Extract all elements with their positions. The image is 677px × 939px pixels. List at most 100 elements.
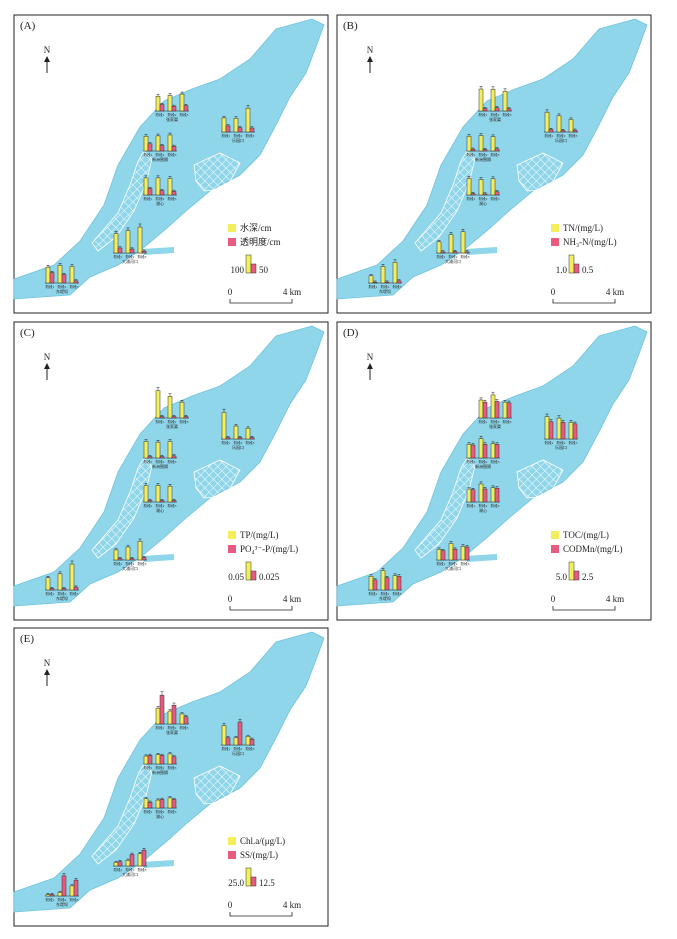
bar-1-0-1 [117, 861, 123, 867]
bar-5-0-1 [225, 437, 231, 440]
stage-label: 阶段3 [461, 561, 470, 566]
site-name: 东堤坝 [379, 288, 391, 294]
stage-label: 阶段1 [222, 133, 231, 138]
bar-3-0-0 [466, 444, 472, 459]
bar-3-0-0 [466, 135, 472, 152]
stage-label: 阶段2 [449, 254, 458, 259]
scale-key-bar-yellow [568, 254, 575, 274]
stage-label: 阶段1 [479, 419, 488, 424]
stage-label: 阶段3 [180, 112, 189, 117]
distance-scale: 0 4 km [551, 287, 624, 304]
bar-0-0-0 [45, 894, 51, 897]
north-label: N [44, 45, 51, 55]
bar-2-2-0 [490, 178, 496, 196]
scale-key-bar-yellow [245, 561, 252, 581]
bar-5-0-0 [221, 117, 227, 133]
site-name: 张家渠 [489, 423, 501, 429]
bar-4-1-0 [167, 396, 173, 419]
legend-swatch-yellow [228, 531, 236, 539]
bar-4-0-0 [478, 399, 484, 419]
bar-0-1-1 [61, 274, 67, 284]
bar-4-0-1 [482, 108, 488, 112]
bar-4-2-0 [502, 401, 508, 419]
bar-1-0-0 [436, 548, 442, 561]
stage-label: 阶段3 [503, 112, 512, 117]
enclosure-grid [193, 152, 241, 192]
bar-3-0-0 [143, 755, 149, 765]
distance-scale: 0 4 km [228, 594, 301, 611]
bar-5-1-1 [237, 437, 243, 440]
bar-1-1-1 [452, 548, 458, 561]
north-arrow-icon: N [44, 352, 51, 380]
stage-label: 阶段1 [144, 503, 153, 508]
bar-0-1-1 [61, 588, 67, 591]
bar-4-0-1 [159, 104, 165, 112]
bar-5-1-0 [556, 115, 562, 133]
site-name: 大浦河口 [122, 565, 138, 571]
legend: TN/(mg/L) NH₃-N/(mg/L) [551, 223, 617, 247]
bar-5-1-1 [237, 127, 243, 133]
distance-scale: 0 4 km [228, 287, 301, 304]
site-name: 东堤坝 [379, 595, 391, 601]
panel-label: (A) [20, 20, 36, 32]
bar-5-2-0 [245, 107, 251, 133]
bar-2-2-1 [494, 488, 500, 503]
river-inlet [465, 554, 497, 562]
scale-end: 4 km [606, 287, 624, 297]
legend-label-2: CODMn/(mg/L) [563, 544, 623, 554]
bar-1-2-0 [460, 231, 466, 254]
scale-zero: 0 [228, 900, 233, 910]
bar-5-0-0 [544, 111, 550, 133]
bar-0-2-1 [396, 280, 402, 284]
bar-3-2-0 [490, 136, 496, 152]
lake-shape [13, 18, 325, 300]
legend-label-1: TP/(mg/L) [240, 530, 279, 540]
scale-key-bar-pink [573, 570, 580, 581]
stage-label: 阶段3 [246, 133, 255, 138]
bar-0-0-1 [372, 281, 378, 284]
site-group-2: 阶段1 阶段2 阶段3 湖心 [143, 483, 177, 513]
bar-3-0-0 [143, 441, 149, 459]
legend-label-2: NH₃-N/(mg/L) [563, 237, 617, 247]
river-inlet [142, 554, 174, 562]
river-inlet [465, 247, 497, 255]
scale-key-value-1: 0.05 [228, 572, 244, 582]
bar-4-1-1 [171, 416, 177, 419]
stage-label: 阶段2 [168, 725, 177, 730]
site-name: 大浦河口 [445, 258, 461, 264]
bar-3-1-0 [155, 441, 161, 459]
bar-5-2-0 [568, 119, 574, 133]
bar-4-2-0 [502, 90, 508, 112]
site-group-2: 阶段1 阶段2 阶段3 湖心 [466, 481, 500, 513]
site-group-2: 阶段1 阶段2 阶段3 湖心 [466, 176, 500, 206]
site-name: 乐园口 [232, 750, 244, 756]
scale-key: 0.05 0.025 [228, 561, 280, 582]
legend: 水深/cm 透明度/cm [228, 222, 281, 247]
scale-end: 4 km [283, 900, 301, 910]
bar-4-2-1 [183, 716, 189, 725]
legend: Chl.a/(μg/L) SS/(mg/L) [228, 836, 285, 860]
site-name: 张家渠 [166, 729, 178, 735]
bar-3-1-0 [155, 754, 161, 765]
bar-4-1-1 [494, 401, 500, 419]
bar-1-1-1 [129, 854, 135, 867]
stage-label: 阶段2 [126, 561, 135, 566]
site-name: 湖心 [479, 507, 487, 513]
river-inlet [142, 247, 174, 255]
stage-label: 阶段3 [168, 503, 177, 508]
bar-3-2-0 [167, 134, 173, 152]
stage-label: 阶段1 [46, 591, 55, 596]
bar-1-0-1 [440, 550, 446, 561]
bar-0-2-0 [69, 885, 75, 897]
lake-shape [13, 325, 325, 607]
bar-3-1-1 [159, 755, 165, 765]
legend-swatch-yellow [228, 837, 236, 845]
